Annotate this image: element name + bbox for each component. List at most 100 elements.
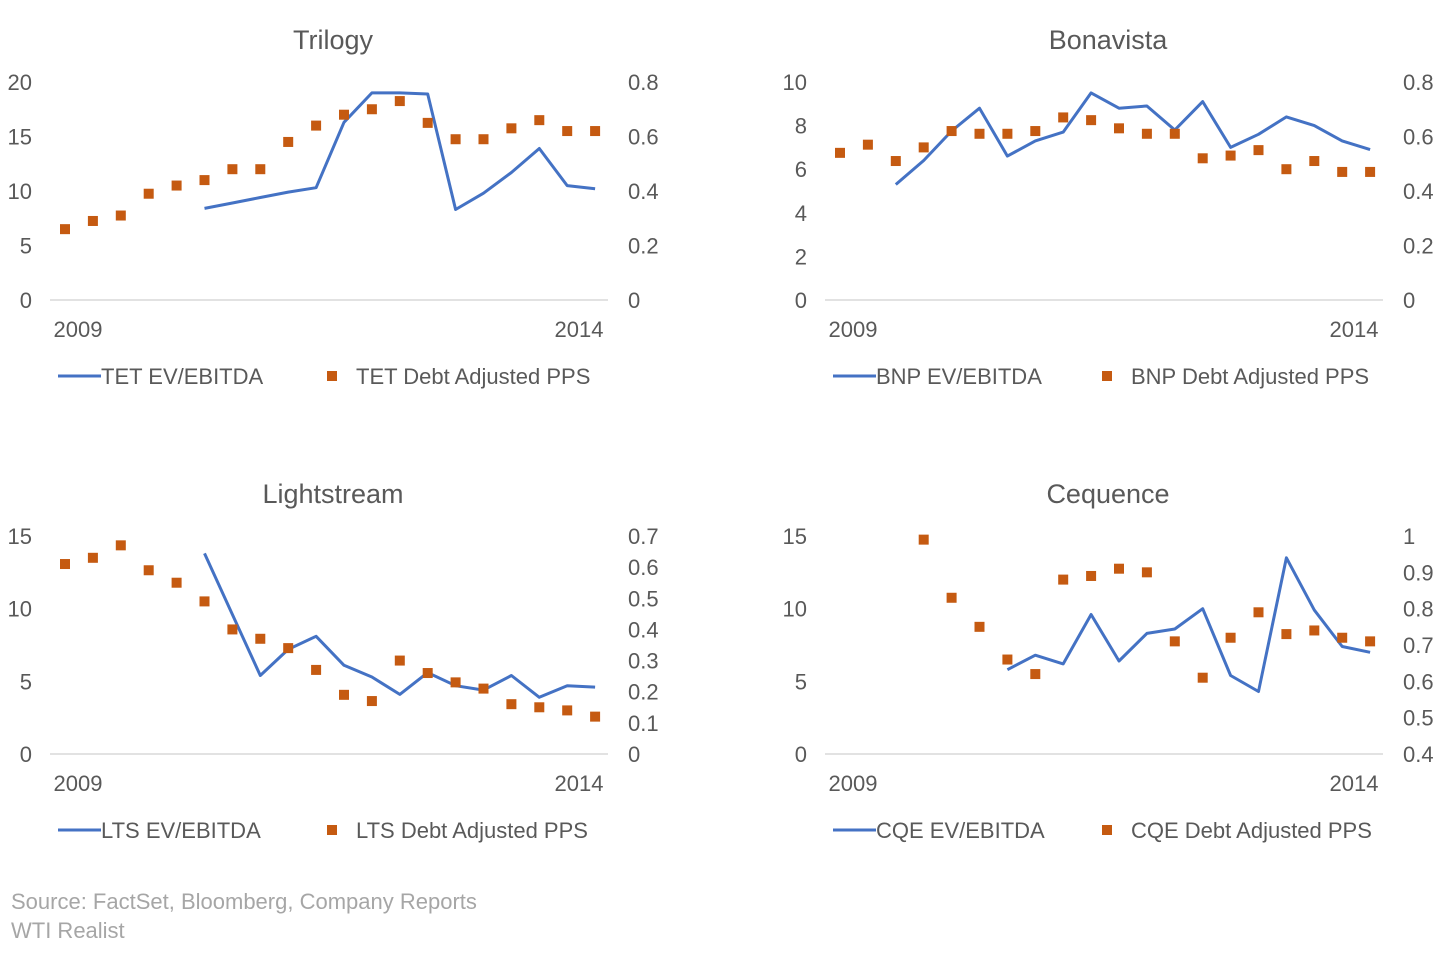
data-point-marker bbox=[1253, 145, 1264, 156]
left-axis-tick-label: 0 bbox=[795, 288, 807, 313]
right-axis-tick-label: 0.6 bbox=[628, 555, 659, 580]
data-point-marker bbox=[394, 96, 405, 107]
data-point-marker bbox=[974, 128, 985, 139]
data-point-marker bbox=[918, 534, 929, 545]
data-point-marker bbox=[1197, 672, 1208, 683]
x-axis-tick-label: 2009 bbox=[54, 771, 103, 796]
right-axis-tick-label: 0.7 bbox=[628, 524, 659, 549]
data-point-marker bbox=[366, 696, 377, 707]
right-axis-tick-label: 0.2 bbox=[1403, 234, 1434, 259]
x-axis-tick-label: 2014 bbox=[1330, 771, 1379, 796]
data-point-marker bbox=[1141, 128, 1152, 139]
chart-trilogy: Trilogy 0 5 10 15 20 0 0.2 0.4 0.6 0.8 2009 2014 TET … bbox=[8, 25, 659, 389]
right-axis-tick-label: 0.4 bbox=[628, 617, 659, 642]
data-point-marker bbox=[1169, 128, 1180, 139]
chart-title: Cequence bbox=[1046, 479, 1169, 509]
right-axis-tick-label: 0.6 bbox=[1403, 125, 1434, 150]
data-point-marker bbox=[1002, 654, 1013, 665]
data-point-marker bbox=[1309, 625, 1320, 636]
legend-marker-swatch bbox=[1102, 371, 1112, 381]
right-axis-tick-label: 1 bbox=[1403, 524, 1415, 549]
legend-label: BNP Debt Adjusted PPS bbox=[1131, 364, 1369, 389]
chart-cequence: Cequence 0 5 10 15 0.4 0.5 0.6 0.7 0.8 0.9 1 2009 201… bbox=[783, 479, 1434, 843]
data-point-marker bbox=[534, 702, 545, 713]
data-point-marker bbox=[506, 123, 517, 134]
left-axis-tick-label: 10 bbox=[783, 70, 807, 95]
data-point-marker bbox=[87, 215, 98, 226]
data-point-marker bbox=[450, 677, 461, 688]
left-axis-tick-label: 0 bbox=[20, 742, 32, 767]
legend-marker-swatch bbox=[1102, 825, 1112, 835]
data-point-marker bbox=[534, 115, 545, 126]
data-point-marker bbox=[60, 559, 70, 570]
right-axis-tick-label: 0.4 bbox=[628, 179, 659, 204]
data-point-marker bbox=[1058, 112, 1069, 123]
legend-label: CQE EV/EBITDA bbox=[876, 818, 1045, 843]
data-point-marker bbox=[1086, 570, 1097, 581]
right-axis-tick-label: 0.5 bbox=[628, 586, 659, 611]
right-axis-tick-label: 0.3 bbox=[628, 649, 659, 674]
data-point-marker bbox=[590, 126, 601, 137]
data-point-marker bbox=[255, 164, 266, 175]
right-axis-tick-label: 0.9 bbox=[1403, 560, 1434, 585]
data-point-marker bbox=[115, 210, 126, 221]
series-line bbox=[1006, 556, 1371, 693]
data-point-marker bbox=[227, 164, 238, 175]
data-point-marker bbox=[974, 621, 985, 632]
data-point-marker bbox=[1281, 629, 1292, 640]
source-line-1: Source: FactSet, Bloomberg, Company Repo… bbox=[11, 889, 477, 914]
series-line bbox=[894, 91, 1371, 186]
legend-label: TET Debt Adjusted PPS bbox=[356, 364, 590, 389]
right-axis-tick-label: 0.5 bbox=[1403, 706, 1434, 731]
data-point-marker bbox=[1169, 636, 1180, 647]
data-point-marker bbox=[227, 624, 238, 635]
data-point-marker bbox=[1030, 669, 1041, 680]
right-axis-tick-label: 0.6 bbox=[628, 125, 659, 150]
right-axis-tick-label: 0.6 bbox=[1403, 669, 1434, 694]
data-point-marker bbox=[171, 577, 182, 588]
right-axis-tick-label: 0.7 bbox=[1403, 633, 1434, 658]
right-axis-tick-label: 0.2 bbox=[628, 680, 659, 705]
data-point-marker bbox=[283, 136, 294, 147]
chart-lightstream: Lightstream 0 5 10 15 0 0.1 0.2 0.3 0.4 0.5 0.6 0.7 2… bbox=[8, 479, 659, 843]
data-point-marker bbox=[1365, 636, 1376, 647]
data-point-marker bbox=[255, 633, 266, 644]
data-point-marker bbox=[1030, 126, 1041, 137]
data-point-marker bbox=[946, 126, 957, 137]
right-axis-tick-label: 0.8 bbox=[1403, 70, 1434, 95]
left-axis-tick-label: 10 bbox=[8, 597, 32, 622]
data-point-marker bbox=[1086, 115, 1097, 126]
legend-label: TET EV/EBITDA bbox=[101, 364, 264, 389]
x-axis-tick-label: 2009 bbox=[829, 771, 878, 796]
chart-title: Lightstream bbox=[262, 479, 403, 509]
data-point-marker bbox=[478, 683, 489, 694]
left-axis-tick-label: 15 bbox=[783, 524, 807, 549]
legend-label: LTS EV/EBITDA bbox=[101, 818, 261, 843]
data-point-marker bbox=[890, 156, 901, 167]
legend-label: CQE Debt Adjusted PPS bbox=[1131, 818, 1372, 843]
series-line bbox=[204, 91, 596, 211]
data-point-marker bbox=[562, 705, 573, 716]
left-axis-tick-label: 20 bbox=[8, 70, 32, 95]
left-axis-tick-label: 5 bbox=[20, 669, 32, 694]
left-axis-tick-label: 10 bbox=[8, 179, 32, 204]
data-point-marker bbox=[1337, 632, 1348, 643]
data-point-marker bbox=[835, 147, 845, 158]
x-axis-tick-label: 2014 bbox=[1330, 317, 1379, 342]
left-axis-tick-label: 2 bbox=[795, 244, 807, 269]
x-axis-tick-label: 2009 bbox=[54, 317, 103, 342]
chart-title: Bonavista bbox=[1049, 25, 1169, 55]
data-point-marker bbox=[366, 104, 377, 115]
right-axis-tick-label: 0 bbox=[1403, 288, 1415, 313]
data-point-marker bbox=[1058, 574, 1069, 585]
legend-label: LTS Debt Adjusted PPS bbox=[356, 818, 588, 843]
data-point-marker bbox=[1114, 563, 1124, 574]
data-point-marker bbox=[422, 117, 433, 128]
right-axis-tick-label: 0.4 bbox=[1403, 742, 1434, 767]
data-point-marker bbox=[311, 664, 322, 675]
data-point-marker bbox=[115, 540, 126, 551]
left-axis-tick-label: 15 bbox=[8, 125, 32, 150]
data-point-marker bbox=[946, 592, 957, 603]
data-point-marker bbox=[862, 139, 873, 150]
legend-label: BNP EV/EBITDA bbox=[876, 364, 1042, 389]
